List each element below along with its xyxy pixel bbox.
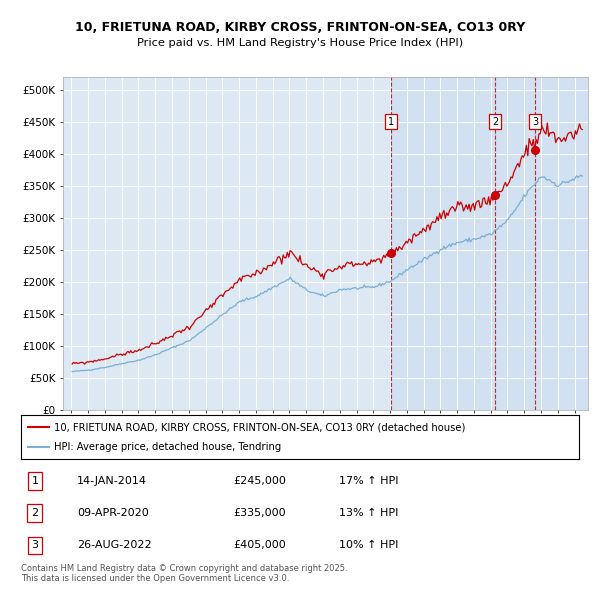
- Text: 17% ↑ HPI: 17% ↑ HPI: [339, 476, 398, 486]
- Text: 10% ↑ HPI: 10% ↑ HPI: [339, 540, 398, 550]
- Text: £405,000: £405,000: [233, 540, 286, 550]
- Text: 26-AUG-2022: 26-AUG-2022: [77, 540, 151, 550]
- Text: 3: 3: [31, 540, 38, 550]
- Text: 2: 2: [492, 117, 499, 127]
- Text: 1: 1: [388, 117, 394, 127]
- Text: 3: 3: [532, 117, 538, 127]
- Text: Price paid vs. HM Land Registry's House Price Index (HPI): Price paid vs. HM Land Registry's House …: [137, 38, 463, 48]
- Text: 1: 1: [31, 476, 38, 486]
- Text: £335,000: £335,000: [233, 509, 286, 518]
- Text: 09-APR-2020: 09-APR-2020: [77, 509, 149, 518]
- Text: Contains HM Land Registry data © Crown copyright and database right 2025.
This d: Contains HM Land Registry data © Crown c…: [21, 564, 347, 584]
- Text: HPI: Average price, detached house, Tendring: HPI: Average price, detached house, Tend…: [55, 442, 282, 452]
- Text: 2: 2: [31, 509, 38, 518]
- Text: £245,000: £245,000: [233, 476, 286, 486]
- Text: 14-JAN-2014: 14-JAN-2014: [77, 476, 147, 486]
- Text: 13% ↑ HPI: 13% ↑ HPI: [339, 509, 398, 518]
- Bar: [391, 77, 600, 410]
- Text: 10, FRIETUNA ROAD, KIRBY CROSS, FRINTON-ON-SEA, CO13 0RY: 10, FRIETUNA ROAD, KIRBY CROSS, FRINTON-…: [75, 21, 525, 34]
- Text: 10, FRIETUNA ROAD, KIRBY CROSS, FRINTON-ON-SEA, CO13 0RY (detached house): 10, FRIETUNA ROAD, KIRBY CROSS, FRINTON-…: [55, 422, 466, 432]
